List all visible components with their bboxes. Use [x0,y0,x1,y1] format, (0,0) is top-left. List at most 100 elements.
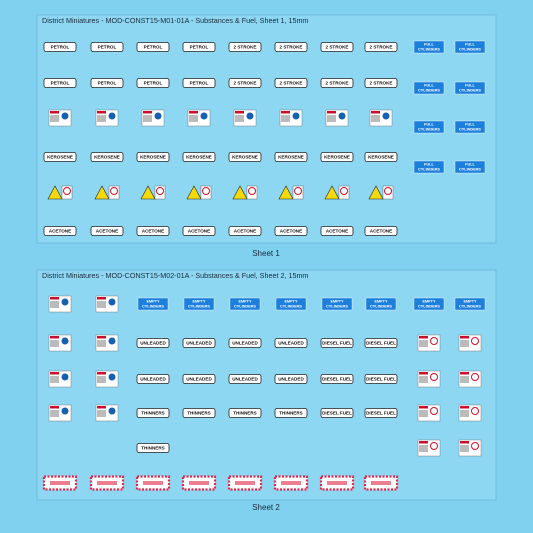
sign-lines [50,410,59,417]
decal-text: ACETONE [96,229,118,234]
cylinder-text: CYLINDERS [234,305,256,309]
sign-band [97,336,106,339]
cylinder-label [454,81,486,95]
decal-text: THINNERS [279,411,302,416]
no-smoking-ring [430,442,438,450]
cylinder-label [137,297,169,311]
cylinder-text: CYLINDERS [459,89,481,93]
decal-text: 2 STROKE [370,81,393,86]
decal-label [364,338,398,348]
decal-label [136,338,170,348]
decal-text: PETROL [51,81,70,86]
warning-sign [324,185,340,200]
no-smoking-ring [202,187,210,195]
sign-band [97,111,106,114]
decal-text: DIESEL FUEL [366,377,396,382]
decal-text: 2 STROKE [234,45,257,50]
cylinder-text: CYLINDERS [459,128,481,132]
decal-label [274,42,308,52]
sign-circle [108,337,116,345]
decal-text: ACETONE [49,229,71,234]
sign-circle [382,112,390,120]
cylinder-label [183,297,215,311]
sign-circle [61,337,69,345]
sign-band [235,111,244,114]
sign-band [419,441,428,444]
lockout-text [143,481,163,485]
cylinder-text: FULL [465,43,475,47]
decal-label [90,152,124,162]
decal-text: UNLEADED [232,341,258,346]
no-smoking-sign [246,185,258,200]
sign-lines [97,410,106,417]
decal-text: 2 STROKE [326,81,349,86]
cylinder-label [454,120,486,134]
no-smoking-ring [471,337,479,345]
decal-text: UNLEADED [278,341,304,346]
sign-band [97,406,106,409]
lockout-text [235,481,255,485]
decal-label [90,226,124,236]
cylinder-text: CYLINDERS [418,168,440,172]
sign-circle [61,373,69,381]
decal-text: DIESEL FUEL [322,377,352,382]
decal-label [90,42,124,52]
no-smoking-ring [471,407,479,415]
decal-text: KEROSENE [232,155,258,160]
decal-label [274,408,308,418]
decal-label [274,152,308,162]
sign-lines [50,340,59,347]
sign-circle [108,298,116,306]
sign-circle [61,298,69,306]
sign-circle [154,112,162,120]
sign-circle [61,112,69,120]
decal-label [228,152,262,162]
decal-text: KEROSENE [186,155,212,160]
no-smoking-ring [430,407,438,415]
sign-band [50,111,59,114]
cylinder-text: CYLINDERS [459,305,481,309]
decal-label [182,408,216,418]
sheet-title: District Miniatures - MOD-CONST15-M02-01… [42,271,308,280]
decal-text: THINNERS [233,411,256,416]
sign-circle [246,112,254,120]
no-smoking-ring [110,187,118,195]
no-smoking-sign [292,185,304,200]
no-smoking-ring [248,187,256,195]
sign-lines [460,340,469,347]
decal-label [182,152,216,162]
cylinder-text: CYLINDERS [370,305,392,309]
sign-lines [50,115,59,122]
decal-label [364,226,398,236]
decal-label [274,374,308,384]
sign-band [419,372,428,375]
sign-band [143,111,152,114]
decal-label [320,338,354,348]
lockout-text [189,481,209,485]
sign-band [50,297,59,300]
decal-text: KEROSENE [47,155,73,160]
cylinder-label [454,297,486,311]
warning-sign [94,185,110,200]
decal-text: 2 STROKE [326,45,349,50]
no-smoking-ring [430,373,438,381]
sign-lines [143,115,152,122]
decal-label [43,152,77,162]
decal-text: PETROL [51,45,70,50]
no-smoking-ring [471,442,479,450]
no-smoking-sign [200,185,212,200]
decal-label [182,42,216,52]
sign-circle [108,112,116,120]
sign-lines [97,115,106,122]
cylinder-label [275,297,307,311]
decal-text: DIESEL FUEL [322,341,352,346]
decal-text: PETROL [98,81,117,86]
decal-text: ACETONE [370,229,392,234]
decal-label [43,226,77,236]
cylinder-label [413,81,445,95]
sign-circle [200,112,208,120]
decal-label [274,226,308,236]
lockout-text [281,481,301,485]
cylinder-text: CYLINDERS [326,305,348,309]
decal-label [364,78,398,88]
